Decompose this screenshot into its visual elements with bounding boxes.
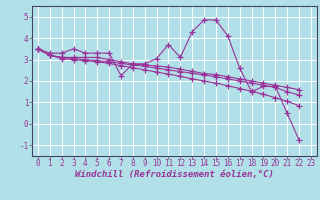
X-axis label: Windchill (Refroidissement éolien,°C): Windchill (Refroidissement éolien,°C) [75, 170, 274, 179]
